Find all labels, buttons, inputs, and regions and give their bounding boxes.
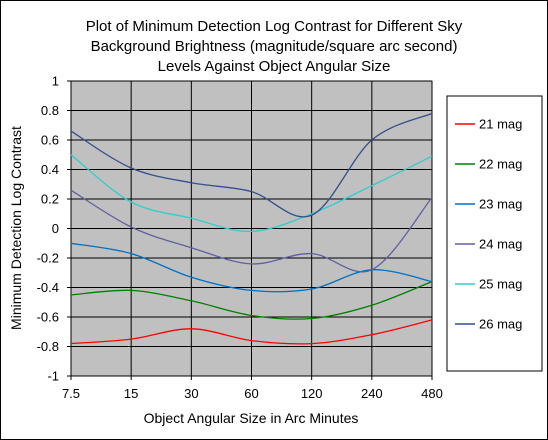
- x-tick-label: 240: [361, 386, 383, 401]
- chart-title: Plot of Minimum Detection Log Contrast f…: [1, 17, 547, 77]
- y-tick-label: -0.8: [37, 339, 59, 354]
- legend: 21 mag 22 mag 23 mag 24 mag 25 mag 26 mag: [455, 117, 522, 332]
- x-tick-labels: 7.5 15 30 60 120 240 480: [62, 376, 443, 401]
- y-tick-label: 0.2: [41, 192, 59, 207]
- x-tick-label: 15: [124, 386, 138, 401]
- x-tick-label: 7.5: [62, 386, 80, 401]
- y-axis-label: Minimum Detection Log Contrast: [8, 126, 24, 330]
- y-tick-label: 0: [52, 221, 59, 236]
- x-tick-label: 60: [244, 386, 258, 401]
- x-tick-label: 480: [421, 386, 443, 401]
- y-tick-label: -0.2: [37, 251, 59, 266]
- y-tick-label: 0.6: [41, 133, 59, 148]
- chart-title-line-1: Plot of Minimum Detection Log Contrast f…: [85, 18, 463, 35]
- legend-label-24-mag: 24 mag: [479, 237, 522, 252]
- legend-label-25-mag: 25 mag: [479, 277, 522, 292]
- legend-label-21-mag: 21 mag: [479, 117, 522, 132]
- chart-title-line-3: Levels Against Object Angular Size: [157, 58, 391, 75]
- chart-title-line-2: Background Brightness (magnitude/square …: [90, 38, 458, 55]
- y-tick-label: 0.4: [41, 162, 59, 177]
- y-tick-label: -0.4: [37, 280, 59, 295]
- x-tick-label: 120: [301, 386, 323, 401]
- y-tick-label: -0.6: [37, 310, 59, 325]
- series-line-24-mag: [70, 189, 433, 273]
- series-line-26-mag: [70, 112, 433, 218]
- y-tick-labels: -1 -0.8 -0.6 -0.4 -0.2 0 0.2 0.4 0.6 0.8 1: [37, 74, 71, 384]
- series-line-22-mag: [70, 280, 433, 320]
- y-tick-label: 1: [52, 74, 59, 89]
- y-tick-label: -1: [47, 369, 59, 384]
- legend-label-26-mag: 26 mag: [479, 317, 522, 332]
- legend-label-22-mag: 22 mag: [479, 157, 522, 172]
- legend-box: [446, 95, 543, 372]
- series-line-25-mag: [70, 154, 433, 233]
- x-tick-label: 30: [184, 386, 198, 401]
- y-tick-label: 0.8: [41, 103, 59, 118]
- legend-label-23-mag: 23 mag: [479, 197, 522, 212]
- series-lines: [70, 112, 433, 345]
- series-line-21-mag: [70, 319, 433, 345]
- x-axis-label: Object Angular Size in Arc Minutes: [144, 410, 359, 426]
